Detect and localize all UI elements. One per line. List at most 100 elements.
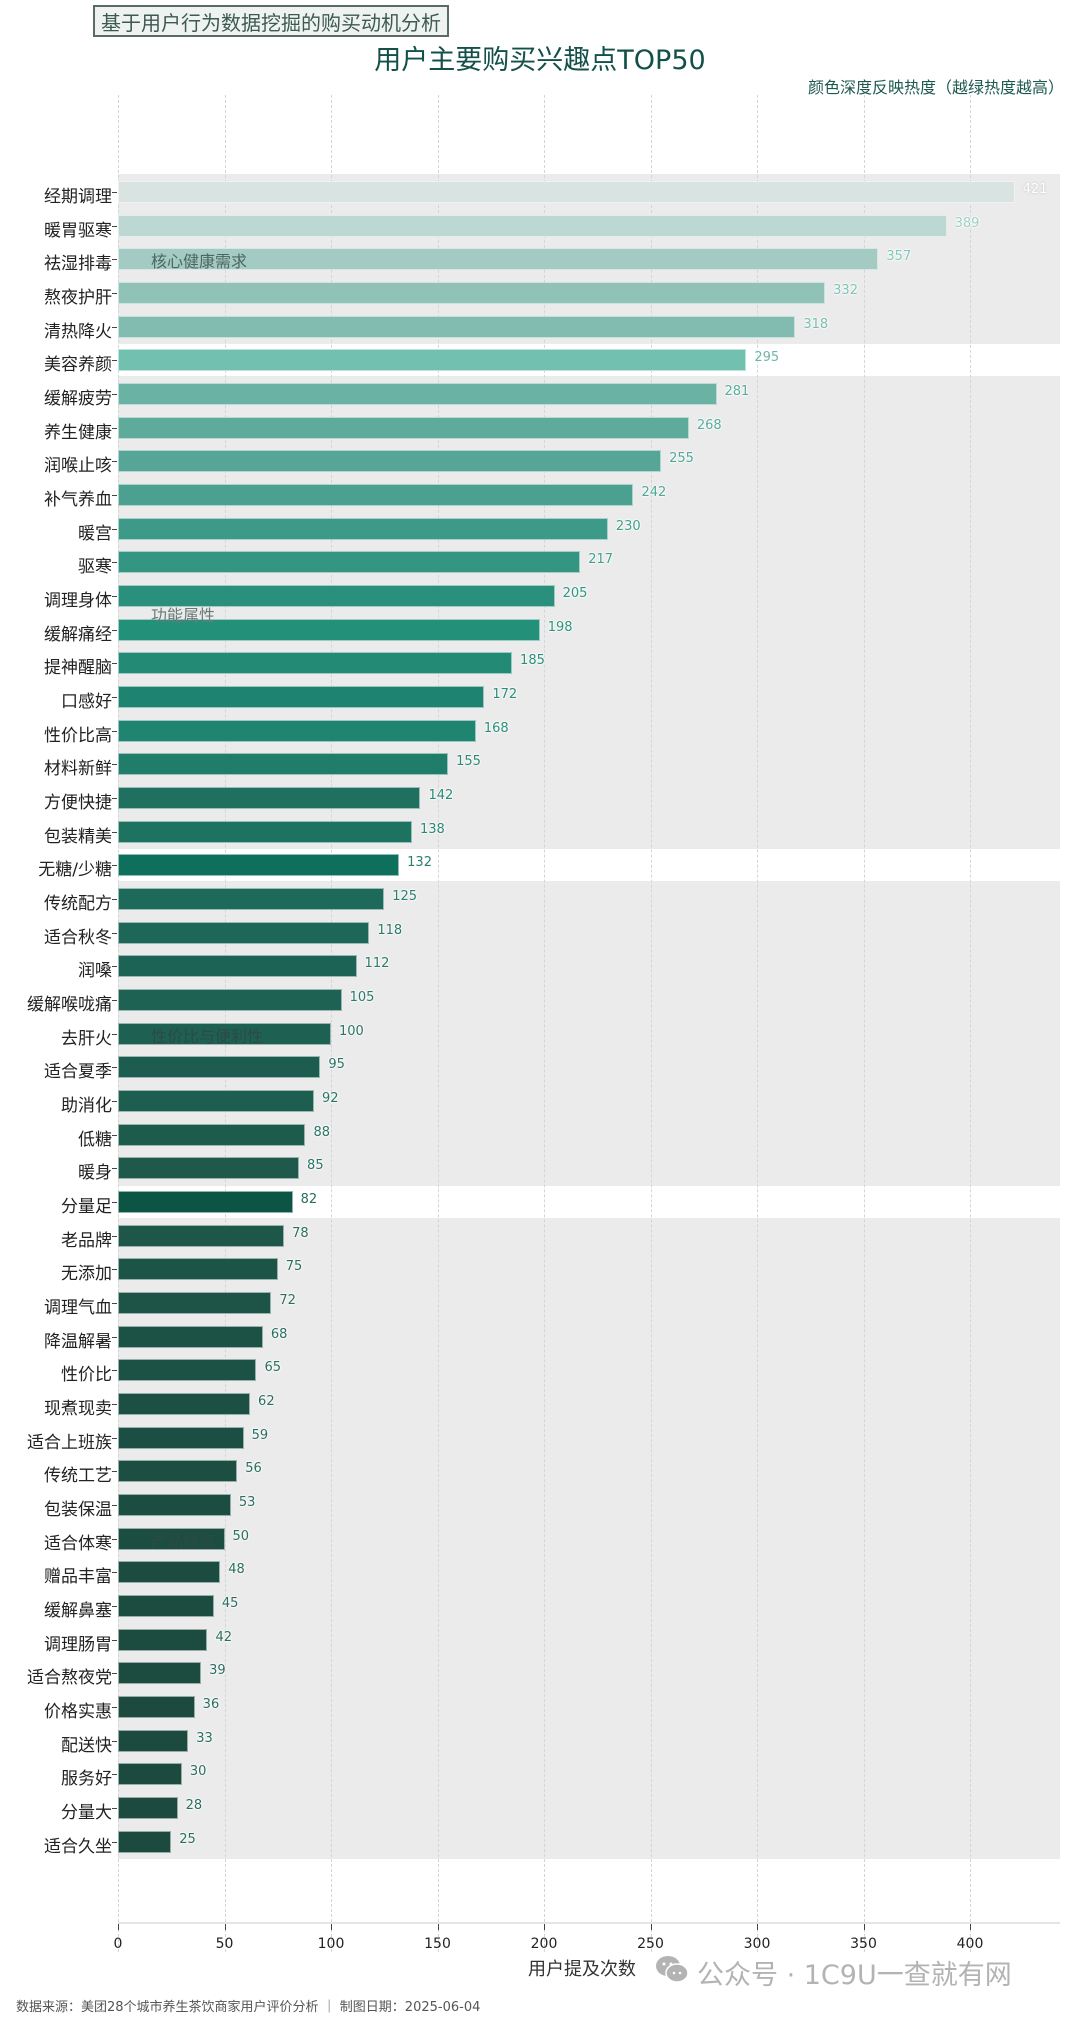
bar[interactable] [118,1056,321,1079]
gridline [331,95,332,1952]
x-tick [224,1924,226,1930]
bar[interactable] [118,450,662,473]
y-tick [112,764,117,766]
bar[interactable] [118,1393,251,1416]
category-label: 价格实惠 [44,1702,112,1723]
bar[interactable] [118,1325,263,1348]
y-tick [112,596,117,598]
bar[interactable] [118,618,540,641]
bar[interactable] [118,1628,208,1651]
bar-row: 驱寒 217 [78,545,1060,579]
bar[interactable] [118,1494,231,1517]
bar[interactable] [118,214,947,237]
bar[interactable] [118,787,421,810]
bar-row: 现煮现卖 62 [44,1387,1060,1421]
bar-row: 熬夜护肝 332 [44,276,1060,310]
bar[interactable] [118,1022,331,1045]
value-label: 30 [189,1764,207,1780]
bar[interactable] [118,1729,189,1752]
bar[interactable] [118,1157,300,1180]
bar[interactable] [118,282,826,304]
y-tick [112,1269,117,1271]
bar[interactable] [118,888,385,911]
category-label: 方便快捷 [44,793,112,814]
bar[interactable] [118,652,513,675]
bar[interactable] [118,921,370,944]
bar[interactable] [118,315,796,338]
bar[interactable] [118,820,412,843]
bar[interactable] [118,686,485,709]
bar[interactable] [118,1696,195,1719]
bar[interactable] [118,585,555,608]
y-tick [112,697,117,699]
category-label: 分量大 [61,1803,112,1824]
category-label: 缓解痛经 [44,624,112,645]
value-label: 421 [1022,182,1048,197]
group-band [118,1217,1060,1860]
y-tick [112,1740,117,1742]
bar-row: 清热降火 318 [44,310,1060,344]
bar[interactable] [118,1123,306,1146]
bar[interactable] [118,854,400,877]
y-tick [112,360,117,362]
x-tick [118,1924,119,1930]
x-tick-label: 50 [215,1936,234,1952]
category-label: 缓解喉咙痛 [27,995,112,1016]
bar[interactable] [118,1595,214,1618]
bar-row: 调理身体 205 [44,579,1060,613]
x-tick-label: 350 [850,1936,877,1952]
bar-row: 分量足 82 [61,1185,1060,1219]
y-tick [112,1404,117,1406]
bar[interactable] [118,517,608,540]
bar[interactable] [118,248,879,271]
y-tick [112,1168,117,1170]
gridline [650,95,652,1952]
bar[interactable] [118,383,717,406]
category-label: 去肝火 [61,1028,112,1049]
category-label: 驱寒 [78,557,112,578]
bar[interactable] [118,1426,244,1449]
x-tick [331,1924,332,1930]
bar-row: 美容养颜 295 [44,343,1060,377]
bar[interactable] [118,1258,278,1281]
bar[interactable] [118,1662,202,1685]
bar[interactable] [118,484,634,507]
bar-row: 材料新鲜 155 [44,747,1060,781]
bar[interactable] [118,1460,238,1483]
y-tick [112,495,117,497]
gridline [863,95,865,1952]
bar[interactable] [118,1797,178,1820]
bar[interactable] [118,181,1015,203]
category-label: 适合上班族 [27,1432,112,1453]
category-label: 暖胃驱寒 [44,220,112,241]
bar[interactable] [118,719,476,742]
bar[interactable] [118,1292,272,1315]
bar[interactable] [118,989,342,1012]
bar[interactable] [118,1090,314,1113]
bar[interactable] [118,955,357,978]
x-tick-label: 200 [530,1936,558,1952]
bar[interactable] [118,753,449,776]
value-label: 62 [258,1394,275,1410]
bar-row: 润嗓 112 [78,949,1060,983]
bar[interactable] [118,1191,293,1214]
bar-row: 适合久坐 25 [44,1825,1060,1859]
category-label: 适合熬夜党 [27,1668,112,1689]
bar[interactable] [118,416,689,439]
value-label: 230 [615,518,641,534]
bar[interactable] [118,551,581,574]
value-label: 25 [179,1831,196,1847]
y-tick [112,293,117,294]
value-label: 56 [245,1461,262,1477]
bar[interactable] [118,1830,172,1853]
bar[interactable] [118,1224,285,1247]
x-tick [650,1924,652,1930]
bar[interactable] [118,349,747,372]
bar[interactable] [118,1359,257,1382]
bar[interactable] [118,1527,225,1550]
bar[interactable] [118,1763,182,1786]
value-label: 50 [232,1528,250,1544]
bar[interactable] [118,1561,221,1584]
category-label: 补气养血 [44,490,112,511]
category-label: 分量足 [61,1197,112,1218]
